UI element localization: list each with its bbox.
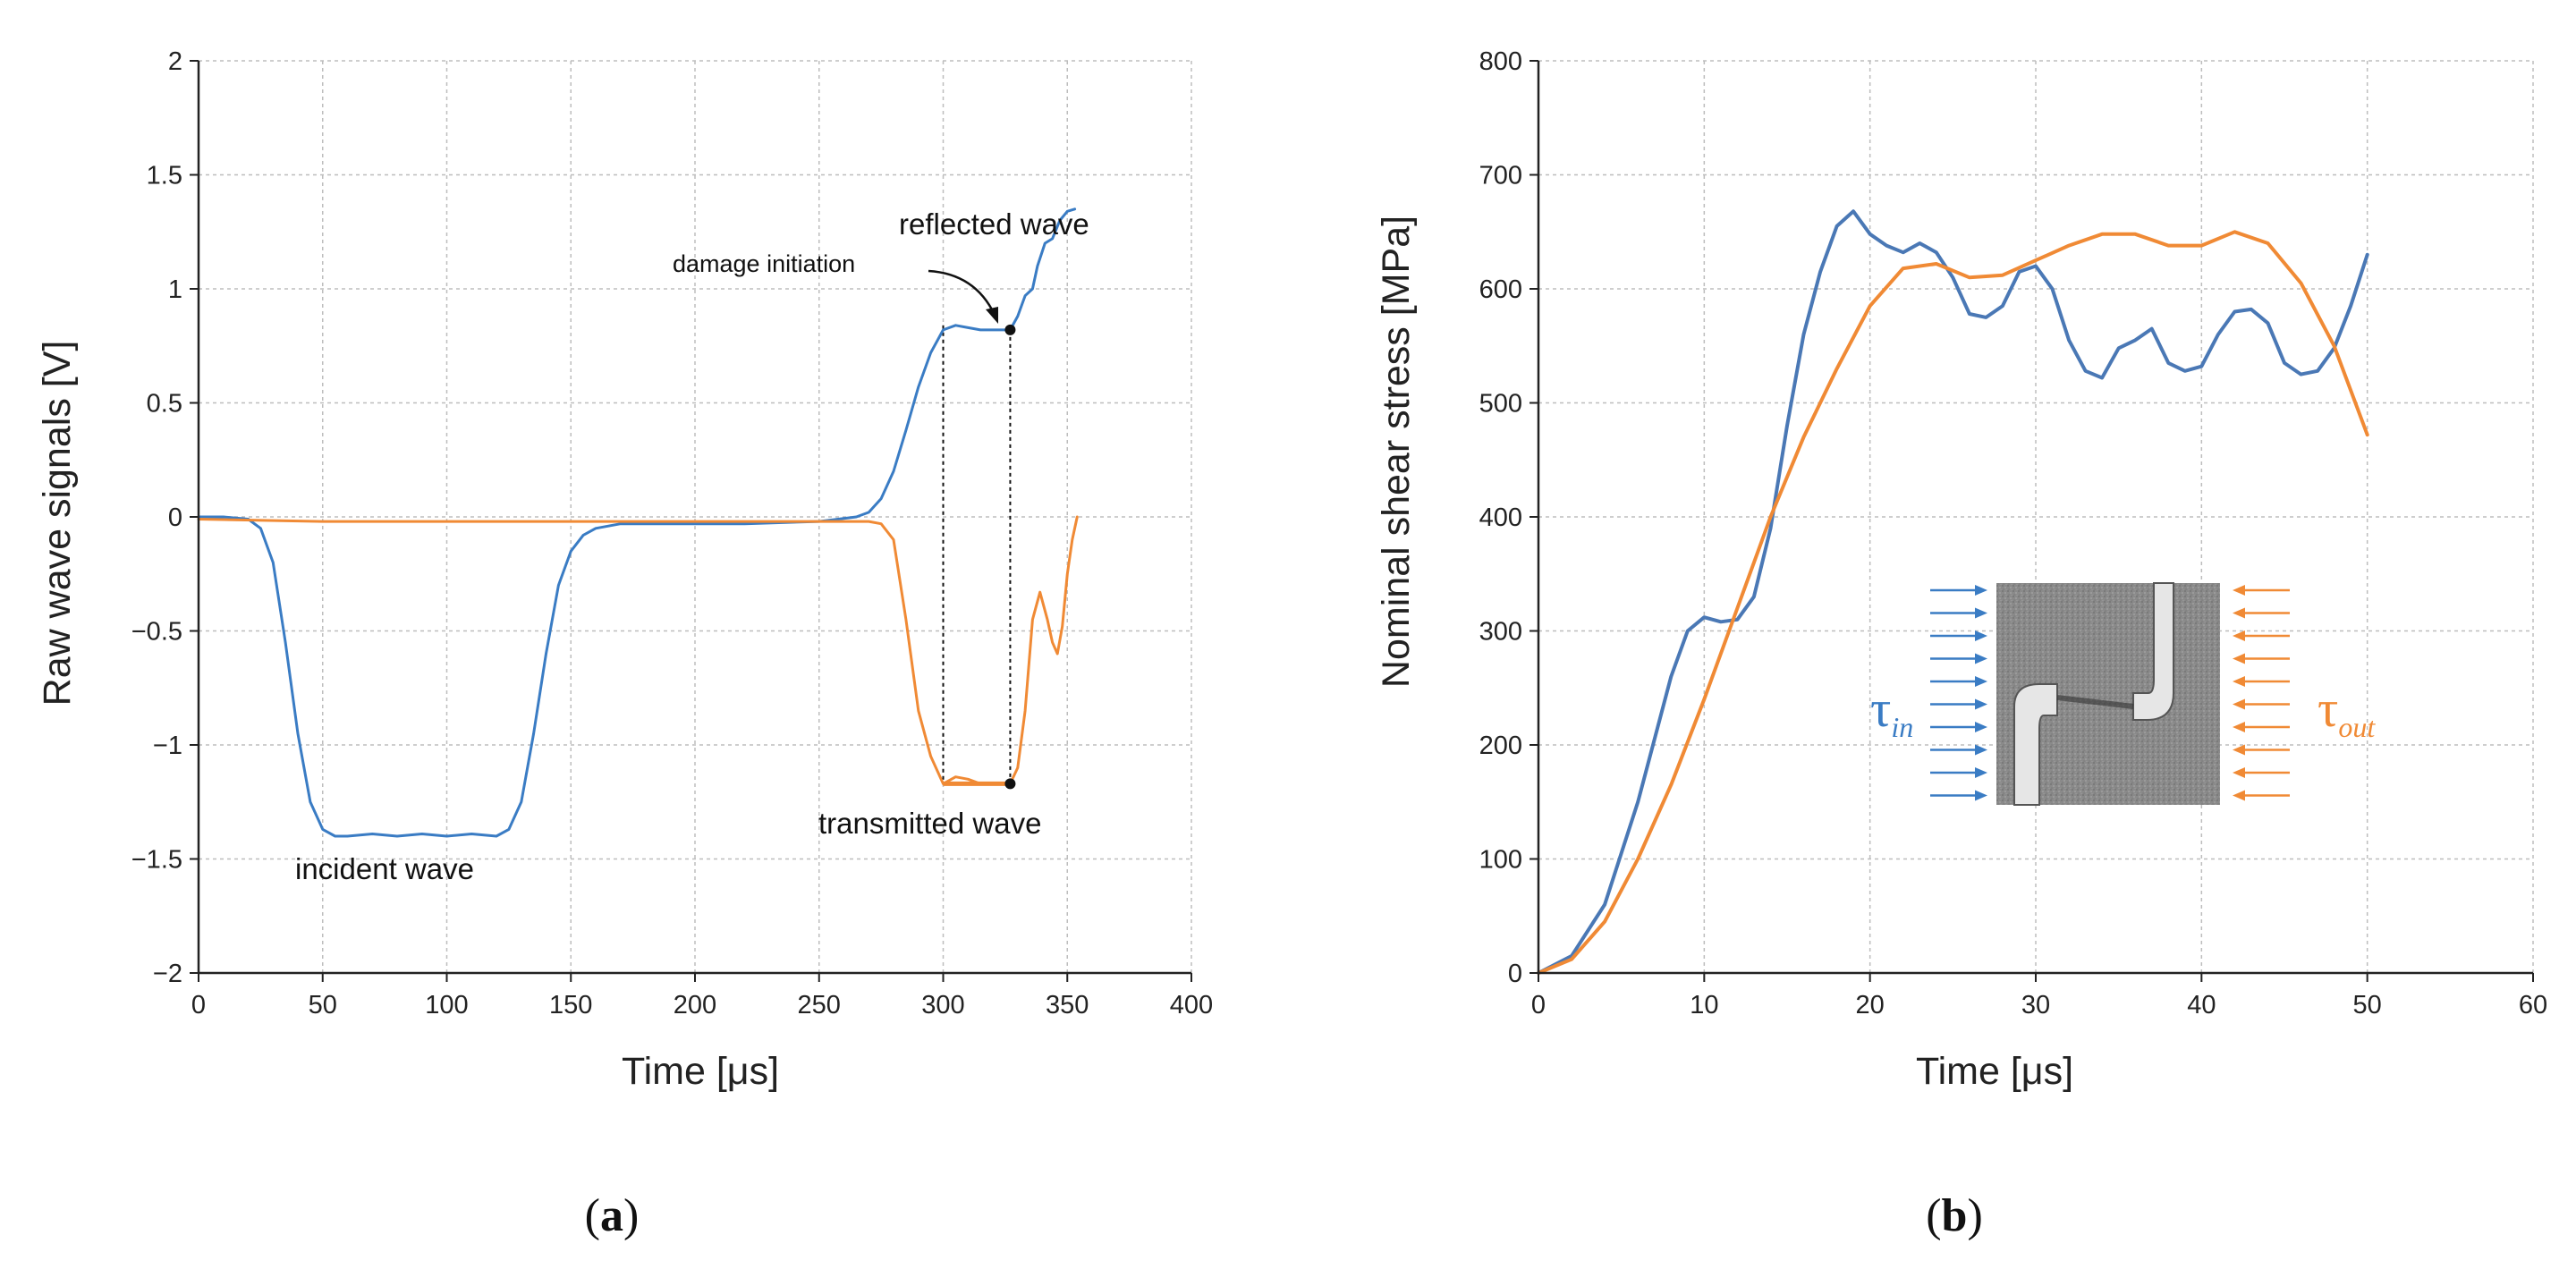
a-annotation-incident-wave: incident wave bbox=[295, 852, 474, 885]
a-damage-initiation-arrow bbox=[928, 269, 996, 316]
b-gridlines bbox=[1538, 60, 2534, 973]
b-inset-left-slot bbox=[2013, 683, 2058, 806]
a-x-tick-label: 200 bbox=[674, 991, 716, 1019]
a-gridlines bbox=[199, 60, 1192, 973]
b-y-tick-label: 0 bbox=[1508, 960, 1522, 988]
a-panel-letter: a bbox=[600, 1190, 623, 1241]
b-x-tick-label: 50 bbox=[2353, 991, 2382, 1019]
a-marker-1 bbox=[1004, 778, 1016, 790]
b-x-tick-label: 60 bbox=[2519, 991, 2547, 1019]
b-arrow-out-head-9 bbox=[2233, 790, 2245, 801]
a-series-group bbox=[197, 207, 1079, 838]
a-y-tick-label: 0.5 bbox=[147, 390, 182, 419]
b-arrow-in-head-9 bbox=[1975, 790, 1987, 801]
b-arrow-in-head-7 bbox=[1975, 744, 1987, 756]
b-y-tick-label: 600 bbox=[1479, 275, 1522, 304]
b-arrow-out-head-8 bbox=[2233, 767, 2245, 778]
a-y-tick-label: −1.5 bbox=[131, 846, 182, 875]
b-arrow-out-head-6 bbox=[2233, 722, 2245, 732]
a-axes bbox=[190, 60, 1192, 982]
b-arrow-in-head-4 bbox=[1975, 676, 1987, 687]
b-arrow-out-head-7 bbox=[2233, 744, 2245, 756]
b-arrow-out-head-5 bbox=[2233, 698, 2245, 710]
b-tau-out-subscript: out bbox=[2338, 711, 2376, 743]
b-x-tick-label: 20 bbox=[1856, 991, 1885, 1019]
b-y-tick-label: 300 bbox=[1479, 618, 1522, 647]
a-y-tick-label: −2 bbox=[153, 960, 182, 988]
b-arrow-in-head-0 bbox=[1975, 585, 1987, 596]
a-x-tick-label: 300 bbox=[921, 991, 964, 1019]
b-x-tick-label: 0 bbox=[1531, 991, 1546, 1019]
b-inset-arrows-in bbox=[1930, 585, 1987, 801]
a-panel-label: (a) bbox=[585, 1190, 640, 1241]
b-inset-right-slot bbox=[2132, 582, 2174, 721]
a-y-tick-label: −1 bbox=[153, 732, 182, 760]
b-arrow-in-head-8 bbox=[1975, 767, 1987, 778]
b-y-tick-label: 100 bbox=[1479, 846, 1522, 875]
a-y-tick-label: 1.5 bbox=[147, 162, 182, 190]
b-arrow-out-head-3 bbox=[2233, 653, 2245, 664]
a-x-tick-label: 0 bbox=[191, 991, 206, 1019]
b-panel-letter: b bbox=[1942, 1190, 1968, 1241]
a-x-tick-label: 400 bbox=[1170, 991, 1213, 1019]
b-axes bbox=[1530, 60, 2534, 982]
a-y-tick-label: 1 bbox=[168, 275, 182, 304]
b-arrow-in-head-3 bbox=[1975, 653, 1987, 664]
b-inset-shear-band bbox=[2056, 695, 2134, 709]
b-arrow-in-head-6 bbox=[1975, 722, 1987, 732]
b-y-tick-label: 400 bbox=[1479, 503, 1522, 532]
a-damage-initiation-arrowhead bbox=[986, 307, 998, 324]
a-marker-0 bbox=[1004, 324, 1016, 335]
panel-a-chart: 0 50 100 150 200 250 300 350 400 −2 −1.5 −1 −0.5 0 0.5… bbox=[36, 47, 1213, 1241]
b-tau-in-subscript: in bbox=[1891, 711, 1913, 743]
b-tau-out-label: τout bbox=[2318, 680, 2376, 743]
b-x-tick-label: 40 bbox=[2187, 991, 2216, 1019]
b-tau-in-label: τin bbox=[1870, 680, 1913, 743]
a-x-tick-label: 150 bbox=[549, 991, 592, 1019]
a-annotation-damage-initiation: damage initiation bbox=[673, 250, 855, 277]
b-inset-specimen: τin τout bbox=[1870, 582, 2376, 806]
a-y-axis-title: Raw wave signals [V] bbox=[36, 341, 79, 706]
b-tau-out-symbol: τ bbox=[2318, 680, 2338, 738]
b-tau-in-symbol: τ bbox=[1870, 680, 1891, 738]
b-series-group bbox=[1537, 209, 2369, 975]
a-markers bbox=[1004, 324, 1016, 790]
b-panel-label: (b) bbox=[1926, 1190, 1983, 1241]
b-arrow-out-head-1 bbox=[2233, 607, 2245, 619]
b-arrow-in-head-2 bbox=[1975, 630, 1987, 641]
b-y-tick-label: 800 bbox=[1479, 47, 1522, 76]
b-x-axis-title: Time [μs] bbox=[1916, 1050, 2073, 1093]
a-x-tick-label: 250 bbox=[798, 991, 841, 1019]
a-y-tick-label: −0.5 bbox=[131, 618, 182, 647]
b-y-tick-label: 500 bbox=[1479, 390, 1522, 419]
a-series-line-1 bbox=[197, 515, 1079, 785]
a-x-tick-label: 100 bbox=[425, 991, 468, 1019]
b-series-line-1 bbox=[1537, 230, 2369, 975]
a-x-axis-title: Time [μs] bbox=[622, 1050, 779, 1093]
a-y-tick-label: 0 bbox=[168, 503, 182, 532]
a-guide-lines bbox=[942, 325, 1012, 786]
b-x-tick-label: 30 bbox=[2021, 991, 2050, 1019]
a-tick-labels: 0 50 100 150 200 250 300 350 400 −2 −1.5 −1 −0.5 0 0.5… bbox=[131, 47, 1213, 1019]
b-x-tick-label: 10 bbox=[1690, 991, 1718, 1019]
b-y-tick-label: 200 bbox=[1479, 732, 1522, 760]
b-y-tick-label: 700 bbox=[1479, 162, 1522, 190]
a-x-tick-label: 350 bbox=[1046, 991, 1089, 1019]
b-arrow-in-head-5 bbox=[1975, 698, 1987, 710]
a-annotation-transmitted-wave: transmitted wave bbox=[818, 807, 1041, 840]
a-x-tick-label: 50 bbox=[309, 991, 337, 1019]
a-annotation-reflected-wave: reflected wave bbox=[899, 207, 1089, 241]
a-y-tick-label: 2 bbox=[168, 47, 182, 76]
b-arrow-out-head-0 bbox=[2233, 585, 2245, 596]
b-arrow-out-head-2 bbox=[2233, 630, 2245, 641]
b-arrow-in-head-1 bbox=[1975, 607, 1987, 619]
b-inset-arrows-out bbox=[2233, 585, 2290, 801]
b-y-axis-title: Nominal shear stress [MPa] bbox=[1375, 216, 1418, 688]
b-arrow-out-head-4 bbox=[2233, 676, 2245, 687]
